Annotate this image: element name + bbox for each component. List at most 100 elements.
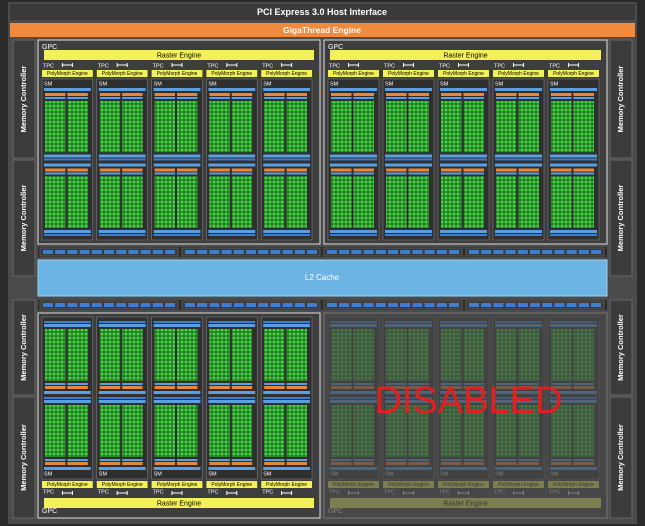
sm-dispatch (353, 172, 374, 175)
crossbar-link (530, 303, 540, 307)
sm-dispatch (573, 97, 594, 99)
sm-bar (495, 397, 542, 399)
sm-scheduler (67, 168, 88, 172)
sm-scheduler (551, 462, 572, 465)
polymorph-engine (261, 481, 312, 488)
sm-cores (496, 405, 517, 457)
memory-controller-label: Memory Controller (19, 66, 28, 133)
sm-cores (386, 405, 407, 457)
sm-dispatch (67, 172, 88, 175)
tpc-label: TPC (98, 489, 109, 495)
sm-bar (495, 230, 542, 233)
sm-cores (122, 329, 143, 381)
sm-bar (153, 230, 201, 233)
sm-scheduler (231, 168, 253, 172)
sm-bar (495, 467, 542, 470)
sm-bar (263, 397, 310, 399)
sm-cores (463, 101, 484, 153)
sm-cores (45, 176, 66, 228)
sm-dispatch (67, 97, 88, 99)
sm-bar (440, 397, 487, 399)
sm-scheduler (441, 93, 462, 96)
sm-label: SM (330, 471, 339, 477)
polymorph-engine-label: PolyMorph Engine (102, 482, 143, 488)
sm-scheduler (264, 462, 285, 465)
crossbar-link (91, 250, 102, 254)
sm-bar (153, 321, 201, 323)
tpc-arrows (348, 63, 359, 67)
sm-cores (264, 101, 285, 153)
raster-engine (44, 498, 314, 508)
sm-dispatch (518, 172, 539, 175)
crossbar-link (282, 250, 293, 254)
polymorph-engine-label: PolyMorph Engine (266, 482, 307, 488)
sm-bar (440, 234, 487, 236)
crossbar-link (554, 303, 565, 307)
sm-scheduler (122, 386, 143, 389)
sm-bar (98, 154, 146, 158)
crossbar-link (307, 303, 317, 307)
sm-dispatch (177, 459, 198, 461)
sm-bar (330, 234, 377, 236)
crossbar-link (412, 303, 423, 307)
sm-bar (263, 234, 310, 236)
polymorph-engine (328, 481, 379, 488)
sm-label: SM (263, 81, 272, 87)
sm-scheduler (331, 462, 352, 465)
sm-bar (208, 158, 256, 161)
tpc-label: TPC (549, 489, 560, 495)
polymorph-engine-label: PolyMorph Engine (47, 71, 88, 77)
sm-cores (67, 176, 88, 228)
sm-bar (440, 163, 487, 167)
sm-scheduler (154, 386, 175, 389)
crossbar-link (449, 303, 459, 307)
sm-cores (67, 329, 88, 381)
crossbar-link (116, 250, 127, 254)
polymorph-engine (493, 70, 544, 77)
sm-cores (99, 176, 121, 228)
sm-bar (440, 324, 487, 327)
sm-cores (67, 101, 88, 153)
crossbar-link (282, 303, 293, 307)
sm-scheduler (209, 93, 230, 96)
sm-scheduler (408, 462, 429, 465)
sm-scheduler (551, 386, 572, 389)
sm-scheduler (331, 168, 352, 172)
crossbar-link (140, 250, 151, 254)
disabled-label: DISABLED (375, 380, 563, 422)
crossbar-link (185, 250, 195, 254)
tpc-arrows (568, 63, 579, 67)
memory-controller (609, 159, 633, 277)
tpc-arrows (458, 491, 469, 495)
sm-cores (518, 101, 539, 153)
polymorph-engine (383, 481, 434, 488)
crossbar-link (307, 250, 317, 254)
sm-scheduler (154, 93, 175, 96)
sm-cores (177, 101, 198, 153)
sm-scheduler (154, 168, 175, 172)
crossbar-link (91, 303, 102, 307)
sm-scheduler (45, 386, 66, 389)
sm-scheduler (177, 462, 198, 465)
tpc-arrows (513, 491, 524, 495)
polymorph-engine-label: PolyMorph Engine (553, 482, 594, 488)
polymorph-engine-label: PolyMorph Engine (266, 71, 307, 77)
sm-scheduler (45, 462, 66, 465)
tpc-arrows (171, 63, 183, 67)
sm-cores (551, 101, 572, 153)
sm-bar (98, 467, 146, 470)
sm-label: SM (495, 471, 504, 477)
sm-label: SM (99, 81, 108, 87)
tpc-label: TPC (153, 489, 164, 495)
sm-label: SM (208, 471, 217, 477)
sm-bar (263, 321, 310, 323)
sm-bar (440, 154, 487, 158)
sm-scheduler (353, 386, 374, 389)
tpc-label: TPC (43, 63, 54, 69)
polymorph-engine (206, 70, 258, 77)
polymorph-engine-label: PolyMorph Engine (47, 482, 88, 488)
sm-cores (286, 405, 307, 457)
sm-cores (99, 405, 121, 457)
crossbar-link (128, 303, 139, 307)
memory-controller-label: Memory Controller (19, 314, 28, 381)
